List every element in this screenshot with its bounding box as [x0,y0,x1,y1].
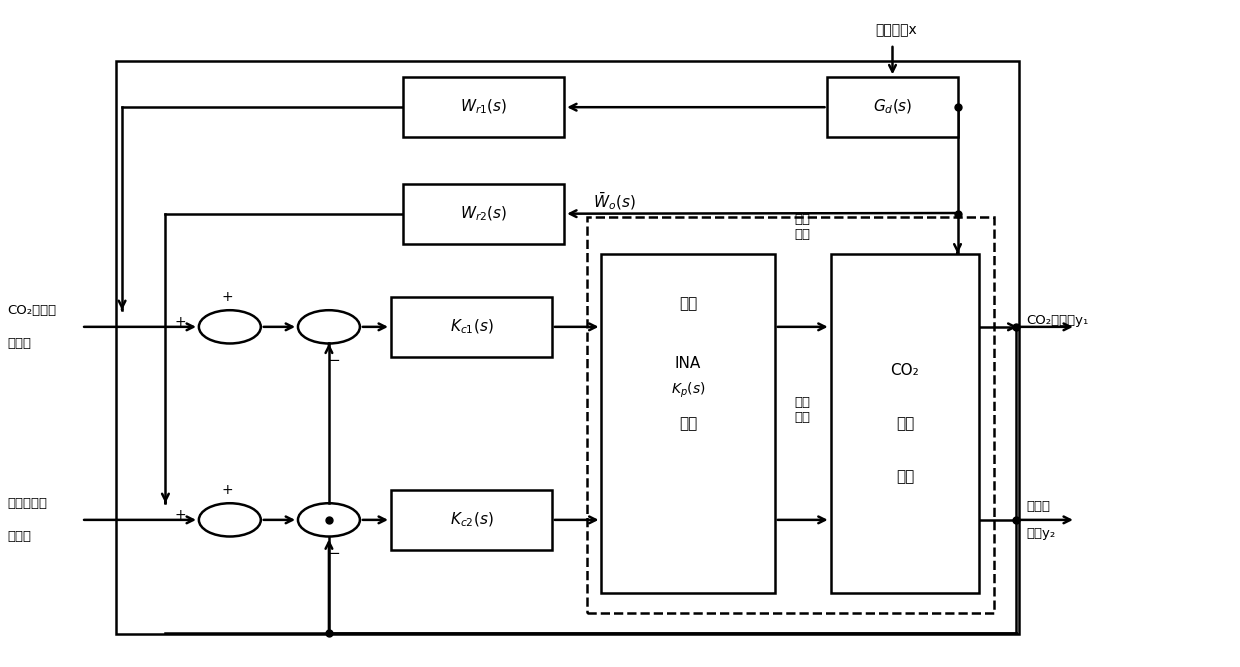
Text: $K_p(s)$: $K_p(s)$ [671,380,706,400]
Text: +: + [222,483,233,496]
Text: $\bar{W}_o(s)$: $\bar{W}_o(s)$ [593,190,635,211]
Text: $K_{c2}(s)$: $K_{c2}(s)$ [450,511,494,529]
Text: 抽汽
流量: 抽汽 流量 [795,396,811,424]
Text: $-$: $-$ [327,352,341,366]
Text: 系统: 系统 [895,469,914,484]
FancyBboxPatch shape [115,61,1019,634]
Text: 贫液
流量: 贫液 流量 [795,213,811,241]
Text: $-$: $-$ [327,544,341,560]
Text: 再沸器温度: 再沸器温度 [7,497,47,510]
Text: 改进: 改进 [680,296,697,311]
FancyBboxPatch shape [831,253,980,593]
FancyBboxPatch shape [587,217,994,613]
Text: $G_d(s)$: $G_d(s)$ [873,98,913,117]
FancyBboxPatch shape [391,297,552,357]
Text: $W_{r2}(s)$: $W_{r2}(s)$ [460,205,507,223]
Text: 方法: 方法 [680,416,697,431]
FancyBboxPatch shape [827,77,957,137]
Text: 烟气流量x: 烟气流量x [875,23,918,37]
Text: CO₂捕集率: CO₂捕集率 [7,303,56,317]
Text: 温度y₂: 温度y₂ [1027,527,1055,540]
Text: $W_{r1}(s)$: $W_{r1}(s)$ [460,98,507,117]
Text: 设定值: 设定值 [7,530,31,543]
Text: 设定值: 设定值 [7,337,31,350]
Text: 捕集: 捕集 [895,416,914,431]
Text: 再沸器: 再沸器 [1027,500,1050,513]
Text: INA: INA [675,356,702,371]
Text: $K_{c1}(s)$: $K_{c1}(s)$ [450,317,494,336]
FancyBboxPatch shape [601,253,775,593]
Text: +: + [175,508,186,522]
Text: +: + [222,289,233,303]
FancyBboxPatch shape [391,490,552,550]
Text: CO₂捕集率y₁: CO₂捕集率y₁ [1027,313,1089,327]
FancyBboxPatch shape [403,183,564,243]
Text: CO₂: CO₂ [890,363,919,378]
FancyBboxPatch shape [403,77,564,137]
Text: +: + [175,315,186,329]
